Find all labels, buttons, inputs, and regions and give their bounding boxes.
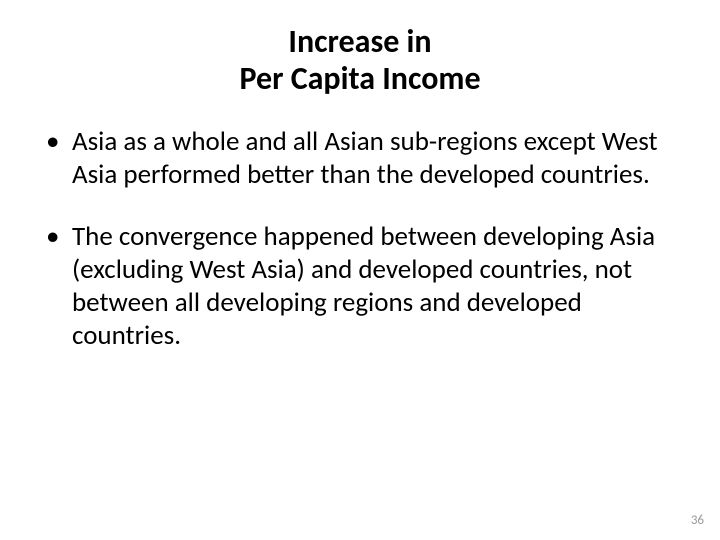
title-line-2: Per Capita Income	[239, 59, 480, 98]
page-number: 36	[691, 513, 704, 528]
bullet-text: The convergence happened between develop…	[72, 220, 655, 352]
slide-title: Increase in Per Capita Income	[40, 24, 680, 98]
title-line-1: Increase in	[288, 22, 431, 61]
bullet-item: The convergence happened between develop…	[46, 221, 680, 353]
bullet-text: Asia as a whole and all Asian sub-region…	[72, 125, 658, 191]
bullet-item: Asia as a whole and all Asian sub-region…	[46, 126, 680, 192]
slide: Increase in Per Capita Income Asia as a …	[0, 0, 720, 540]
bullet-list: Asia as a whole and all Asian sub-region…	[40, 126, 680, 354]
